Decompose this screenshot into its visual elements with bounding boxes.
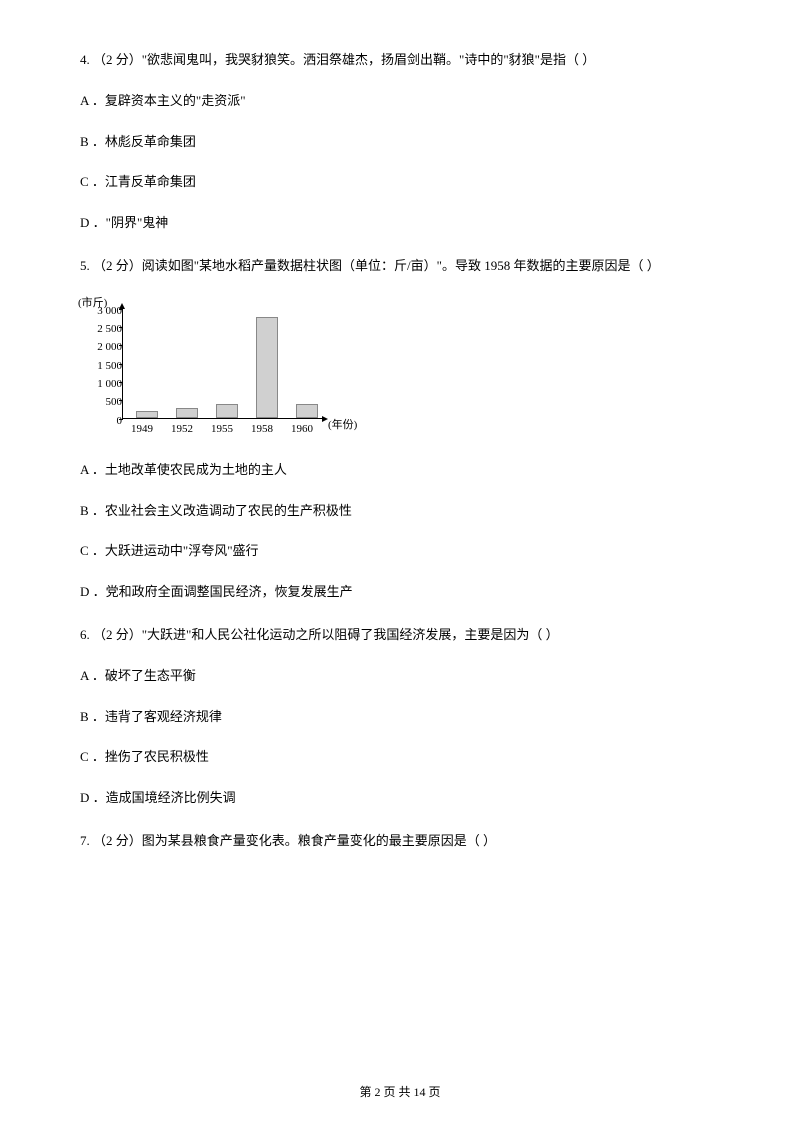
q4-text: 4. （2 分）"欲悲闻鬼叫，我哭豺狼笑。洒泪祭雄杰，扬眉剑出鞘。"诗中的"豺狼… xyxy=(80,50,720,71)
q4-option-b: B ．林彪反革命集团 xyxy=(80,132,720,153)
q7-text: 7. （2 分）图为某县粮食产量变化表。粮食产量变化的最主要原因是（ ） xyxy=(80,831,720,852)
q6-option-b: B ．违背了客观经济规律 xyxy=(80,707,720,728)
q5-text: 5. （2 分）阅读如图"某地水稻产量数据柱状图（单位：斤/亩）"。导致 195… xyxy=(80,256,720,277)
q4-option-d: D ．"阴界"鬼神 xyxy=(80,213,720,234)
y-tick-label: 500 xyxy=(106,394,123,412)
x-tick-label: 1958 xyxy=(251,421,273,439)
q6-option-d: D ．造成国境经济比例失调 xyxy=(80,788,720,809)
y-tick-label: 3 000 xyxy=(97,303,122,321)
chart-container: (市斤) (年份) 05001 0001 5002 0002 5003 0001… xyxy=(80,297,720,442)
y-tick-label: 1 500 xyxy=(97,358,122,376)
x-tick-label: 1955 xyxy=(211,421,233,439)
q5-option-c: C ．大跃进运动中"浮夸风"盛行 xyxy=(80,541,720,562)
x-tick-label: 1952 xyxy=(171,421,193,439)
q5-option-d: D ．党和政府全面调整国民经济，恢复发展生产 xyxy=(80,582,720,603)
x-tick-label: 1960 xyxy=(291,421,313,439)
q5-option-b: B ．农业社会主义改造调动了农民的生产积极性 xyxy=(80,501,720,522)
bar xyxy=(256,317,278,418)
x-axis-label: (年份) xyxy=(328,417,357,435)
plot-area xyxy=(122,309,322,419)
bar xyxy=(136,411,158,418)
y-tick-label: 1 000 xyxy=(97,376,122,394)
y-tick-label: 2 000 xyxy=(97,339,122,357)
question-4: 4. （2 分）"欲悲闻鬼叫，我哭豺狼笑。洒泪祭雄杰，扬眉剑出鞘。"诗中的"豺狼… xyxy=(80,50,720,234)
question-5: 5. （2 分）阅读如图"某地水稻产量数据柱状图（单位：斤/亩）"。导致 195… xyxy=(80,256,720,603)
y-tick-label: 2 500 xyxy=(97,321,122,339)
bar xyxy=(176,408,198,418)
q4-option-c: C ．江青反革命集团 xyxy=(80,172,720,193)
bar xyxy=(216,404,238,418)
q6-option-a: A ．破坏了生态平衡 xyxy=(80,666,720,687)
q6-text: 6. （2 分）"大跃进"和人民公社化运动之所以阻碍了我国经济发展，主要是因为（… xyxy=(80,625,720,646)
q5-option-a: A ．土地改革使农民成为土地的主人 xyxy=(80,460,720,481)
y-tick-label: 0 xyxy=(117,413,123,431)
question-7: 7. （2 分）图为某县粮食产量变化表。粮食产量变化的最主要原因是（ ） xyxy=(80,831,720,852)
q4-option-a: A ．复辟资本主义的"走资派" xyxy=(80,91,720,112)
rice-yield-bar-chart: (市斤) (年份) 05001 0001 5002 0002 5003 0001… xyxy=(80,297,360,442)
page-footer: 第 2 页 共 14 页 xyxy=(0,1083,800,1102)
question-6: 6. （2 分）"大跃进"和人民公社化运动之所以阻碍了我国经济发展，主要是因为（… xyxy=(80,625,720,809)
bar xyxy=(296,404,318,418)
x-tick-label: 1949 xyxy=(131,421,153,439)
q6-option-c: C ．挫伤了农民积极性 xyxy=(80,747,720,768)
